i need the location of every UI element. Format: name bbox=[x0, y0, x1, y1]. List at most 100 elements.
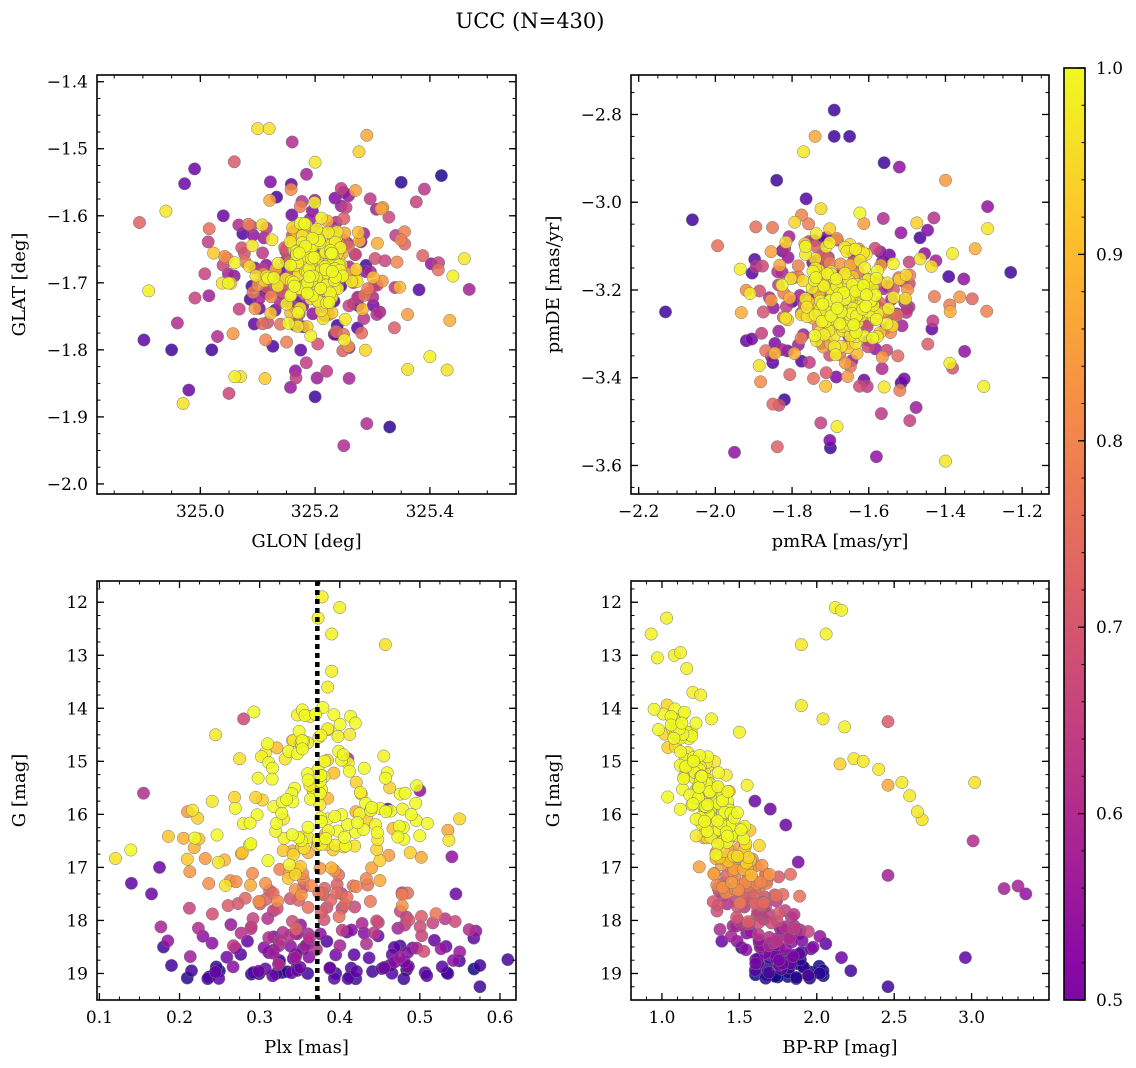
scatter-point bbox=[434, 942, 448, 956]
scatter-point bbox=[414, 909, 428, 923]
y-tick-label: −3.6 bbox=[581, 456, 622, 476]
scatter-point bbox=[841, 370, 855, 383]
scatter-point bbox=[770, 934, 784, 948]
scatter-point bbox=[291, 306, 305, 320]
scatter-point bbox=[893, 383, 907, 397]
scatter-point bbox=[733, 262, 747, 276]
y-tick-label: 15 bbox=[66, 752, 88, 772]
scatter-point bbox=[318, 754, 332, 768]
scatter-point bbox=[188, 291, 202, 305]
scatter-point bbox=[685, 213, 699, 227]
scatter-point bbox=[921, 337, 935, 351]
scatter-point bbox=[942, 270, 956, 284]
scatter-point bbox=[161, 934, 175, 948]
scatter-point bbox=[779, 818, 793, 832]
scatter-point bbox=[333, 601, 347, 614]
scatter-point bbox=[420, 816, 434, 830]
scatter-point bbox=[355, 326, 369, 340]
scatter-point bbox=[365, 801, 379, 814]
scatter-point bbox=[743, 287, 757, 300]
scatter-point bbox=[899, 268, 913, 282]
scatter-point bbox=[674, 646, 687, 660]
scatter-point bbox=[324, 861, 338, 875]
scatter-point bbox=[395, 899, 409, 913]
x-tick-label: 0.1 bbox=[86, 1008, 113, 1028]
colorbar-tick-label: 0.5 bbox=[1096, 991, 1123, 1011]
scatter-point bbox=[659, 305, 672, 319]
scatter-point bbox=[829, 348, 843, 362]
scatter-point bbox=[927, 211, 941, 225]
scatter-point bbox=[185, 964, 198, 978]
scatter-point bbox=[958, 951, 972, 965]
scatter-point bbox=[775, 278, 789, 292]
scatter-point bbox=[420, 969, 434, 983]
x-tick-label: −1.4 bbox=[925, 502, 966, 522]
scatter-point bbox=[766, 397, 780, 411]
scatter-point bbox=[331, 729, 345, 743]
scatter-point bbox=[333, 939, 347, 953]
scatter-point bbox=[752, 839, 766, 852]
scatter-point bbox=[227, 155, 241, 169]
scatter-point bbox=[847, 318, 861, 332]
scatter-point bbox=[288, 279, 302, 293]
sky-axes-frame bbox=[96, 74, 517, 495]
y-tick-label: 17 bbox=[66, 858, 88, 878]
x-tick-label: −1.6 bbox=[848, 502, 889, 522]
scatter-point bbox=[322, 295, 336, 309]
scatter-point bbox=[869, 271, 883, 285]
scatter-point bbox=[881, 778, 895, 792]
scatter-point bbox=[853, 206, 867, 220]
scatter-point bbox=[323, 961, 337, 975]
scatter-point bbox=[337, 439, 351, 453]
scatter-point bbox=[370, 826, 384, 840]
scatter-point bbox=[252, 895, 266, 909]
scatter-point bbox=[779, 311, 792, 325]
y-axis-label: GLAT [deg] bbox=[9, 233, 30, 337]
scatter-point bbox=[298, 217, 312, 231]
scatter-point bbox=[228, 801, 242, 815]
scatter-point bbox=[299, 356, 313, 370]
y-tick-label: 19 bbox=[66, 964, 88, 984]
scatter-point bbox=[661, 790, 675, 804]
scatter-point bbox=[378, 638, 392, 652]
scatter-point bbox=[754, 375, 768, 389]
scatter-point bbox=[280, 793, 294, 806]
scatter-point bbox=[226, 939, 240, 953]
scatter-point bbox=[258, 372, 272, 385]
y-tick-label: 18 bbox=[66, 911, 88, 931]
scatter-point bbox=[246, 866, 259, 880]
scatter-point bbox=[244, 837, 258, 851]
scatter-point bbox=[221, 899, 235, 913]
scatter-point bbox=[791, 259, 805, 273]
scatter-point bbox=[304, 879, 318, 893]
scatter-point bbox=[859, 288, 873, 302]
scatter-point bbox=[201, 235, 215, 249]
scatter-point bbox=[202, 289, 216, 303]
scatter-point bbox=[124, 876, 138, 890]
scatter-point bbox=[853, 379, 866, 393]
scatter-point bbox=[731, 849, 745, 863]
scatter-point bbox=[350, 964, 363, 978]
scatter-point bbox=[763, 802, 777, 816]
scatter-point bbox=[794, 638, 808, 652]
scatter-point bbox=[647, 702, 661, 716]
scatter-point bbox=[220, 950, 234, 964]
scatter-point bbox=[886, 257, 900, 271]
scatter-point bbox=[370, 308, 384, 321]
scatter-point bbox=[232, 302, 246, 316]
scatter-point bbox=[673, 802, 687, 816]
scatter-point bbox=[881, 868, 895, 882]
x-tick-label: 2.5 bbox=[881, 1008, 908, 1028]
scatter-point bbox=[1004, 265, 1018, 279]
scatter-point bbox=[953, 290, 967, 304]
scatter-point bbox=[819, 366, 833, 380]
scatter-point bbox=[275, 806, 289, 820]
scatter-point bbox=[294, 888, 308, 902]
scatter-point bbox=[844, 964, 858, 978]
scatter-point bbox=[360, 128, 374, 142]
plx-axes-frame bbox=[96, 580, 517, 1001]
scatter-point bbox=[448, 915, 462, 928]
scatter-point bbox=[830, 420, 844, 434]
scatter-point bbox=[289, 371, 303, 385]
scatter-point bbox=[393, 951, 407, 965]
